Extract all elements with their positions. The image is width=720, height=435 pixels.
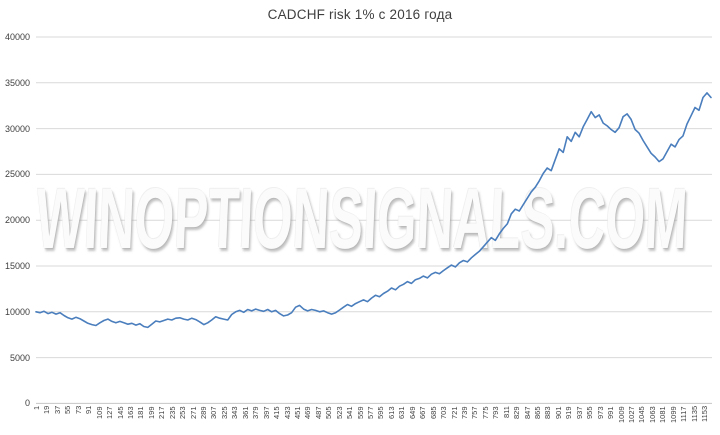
x-tick-label: 451 bbox=[292, 406, 302, 419]
x-tick-label: 1117 bbox=[679, 406, 689, 422]
x-tick-label: 433 bbox=[282, 406, 292, 419]
x-tick-label: 253 bbox=[178, 406, 188, 419]
x-tick-label: 1135 bbox=[689, 406, 699, 423]
x-tick-label: 721 bbox=[449, 406, 459, 419]
x-tick-label: 577 bbox=[366, 406, 375, 419]
x-tick-label: 73 bbox=[73, 406, 83, 415]
x-tick-label: 757 bbox=[470, 406, 480, 419]
x-tick-label: 901 bbox=[553, 406, 563, 419]
x-tick-label: 865 bbox=[533, 406, 542, 419]
x-tick-label: 289 bbox=[199, 406, 208, 419]
x-tick-label: 181 bbox=[136, 406, 146, 419]
x-tick-label: 775 bbox=[480, 406, 490, 419]
y-tick-label: 5000 bbox=[9, 352, 30, 363]
y-tick-label: 20000 bbox=[4, 215, 30, 226]
y-tick-label: 25000 bbox=[4, 169, 30, 180]
x-tick-label: 19 bbox=[42, 406, 52, 415]
x-tick-label: 739 bbox=[459, 406, 469, 419]
x-tick-label: 919 bbox=[564, 406, 574, 419]
x-tick-label: 937 bbox=[574, 406, 584, 419]
x-tick-label: 271 bbox=[188, 406, 198, 419]
x-tick-label: 1081 bbox=[658, 406, 668, 423]
x-tick-label: 1 bbox=[32, 406, 41, 411]
x-tick-label: 595 bbox=[376, 406, 386, 419]
x-tick-label: 1045 bbox=[637, 406, 647, 423]
x-tick-label: 487 bbox=[313, 406, 323, 419]
x-tick-label: 847 bbox=[522, 406, 532, 419]
x-tick-label: 829 bbox=[512, 406, 522, 419]
x-tick-label: 883 bbox=[543, 406, 553, 419]
x-tick-label: 613 bbox=[386, 406, 396, 419]
x-tick-label: 469 bbox=[303, 406, 313, 419]
x-tick-label: 325 bbox=[219, 406, 229, 419]
x-tick-label: 667 bbox=[418, 406, 428, 419]
x-tick-label: 91 bbox=[84, 406, 94, 415]
horizontal-gridlines bbox=[36, 36, 712, 404]
x-tick-label: 541 bbox=[345, 406, 355, 419]
x-tick-label: 361 bbox=[240, 406, 250, 419]
y-tick-label: 0 bbox=[24, 398, 30, 409]
x-tick-label: 703 bbox=[439, 406, 449, 419]
x-tick-label: 649 bbox=[407, 406, 417, 419]
y-tick-label: 15000 bbox=[4, 261, 30, 271]
equity-curve-line bbox=[35, 92, 712, 329]
x-tick-label: 415 bbox=[272, 406, 282, 419]
x-tick-label: 955 bbox=[585, 406, 595, 419]
x-tick-label: 991 bbox=[606, 406, 616, 419]
x-tick-label: 217 bbox=[157, 406, 167, 419]
x-tick-label: 55 bbox=[63, 406, 73, 415]
y-tick-label: 30000 bbox=[4, 123, 30, 134]
x-tick-label: 523 bbox=[334, 406, 344, 419]
y-tick-label: 40000 bbox=[4, 32, 30, 42]
x-tick-label: 127 bbox=[105, 406, 115, 419]
chart-title: CADCHF risk 1% с 2016 года bbox=[267, 7, 453, 22]
x-tick-label: 559 bbox=[355, 406, 365, 419]
x-tick-label: 199 bbox=[146, 406, 156, 419]
x-tick-label: 793 bbox=[491, 406, 501, 419]
x-tick-label: 1063 bbox=[647, 406, 657, 423]
x-tick-label: 145 bbox=[115, 406, 125, 419]
x-tick-label: 37 bbox=[52, 406, 62, 415]
x-tick-label: 1027 bbox=[626, 406, 636, 423]
x-tick-label: 973 bbox=[595, 406, 605, 419]
x-tick-label: 685 bbox=[428, 406, 438, 419]
x-tick-label: 1153 bbox=[700, 406, 709, 423]
x-tick-label: 235 bbox=[167, 406, 177, 419]
x-tick-label: 379 bbox=[251, 406, 261, 419]
x-tick-label: 505 bbox=[324, 406, 334, 419]
x-tick-label: 109 bbox=[94, 406, 104, 419]
x-tick-label: 1009 bbox=[616, 406, 626, 423]
x-tick-label: 397 bbox=[261, 406, 271, 419]
x-tick-label: 343 bbox=[230, 406, 240, 419]
x-tick-label: 1099 bbox=[668, 406, 678, 423]
y-tick-label: 35000 bbox=[4, 77, 30, 88]
x-tick-label: 811 bbox=[501, 406, 511, 418]
x-tick-label: 307 bbox=[209, 406, 219, 419]
y-tick-label: 10000 bbox=[4, 306, 30, 317]
x-tick-label: 163 bbox=[125, 406, 135, 419]
x-tick-label: 631 bbox=[397, 406, 407, 419]
